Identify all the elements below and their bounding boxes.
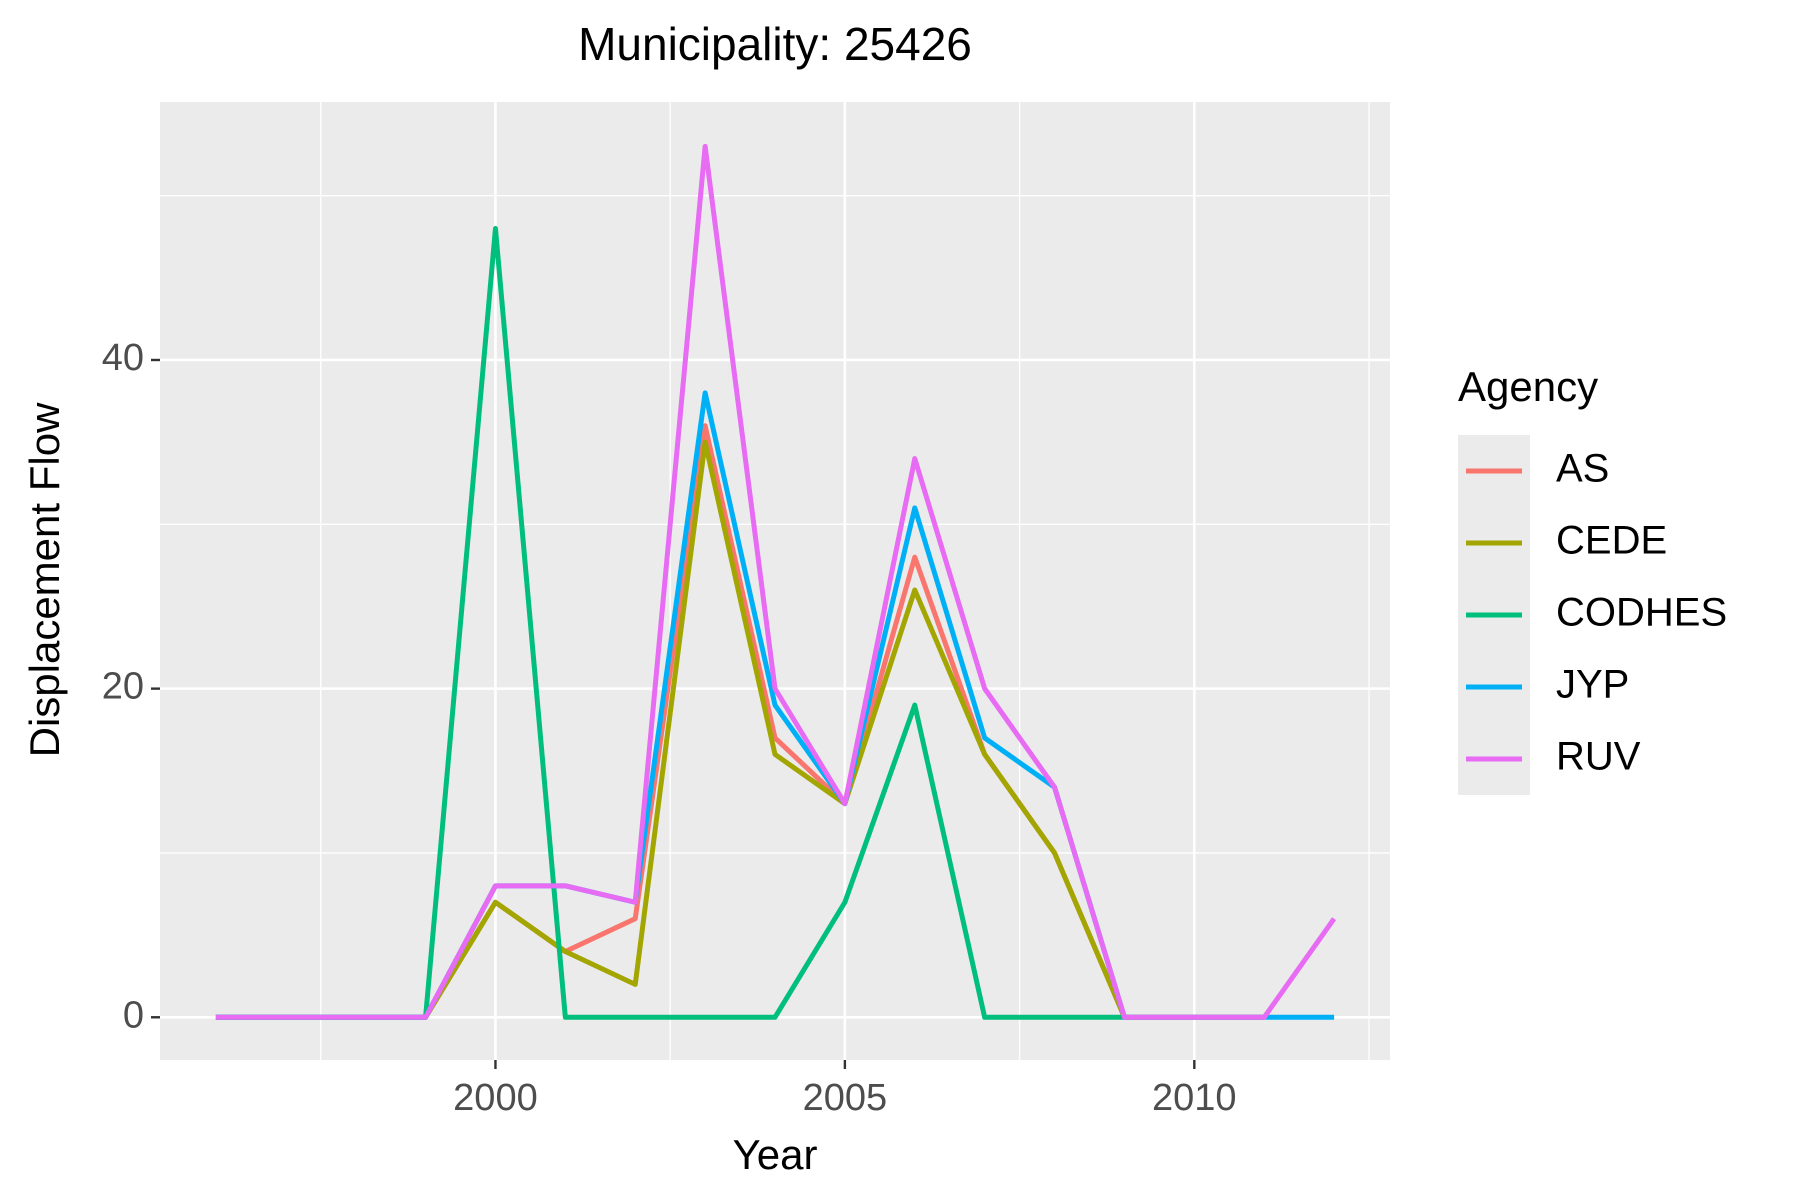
plot-panel: [160, 102, 1390, 1060]
x-tick-label: 2005: [803, 1077, 888, 1119]
x-tick-label: 2000: [453, 1077, 538, 1119]
y-tick-label: 0: [123, 994, 144, 1036]
y-tick-label: 20: [102, 666, 144, 708]
legend-label: CEDE: [1556, 519, 1667, 563]
y-axis-label: Displacement Flow: [21, 402, 68, 757]
legend-label: AS: [1556, 447, 1609, 491]
series-line: [215, 143, 1337, 1020]
legend-title: Agency: [1458, 363, 1598, 410]
y-tick-label: 40: [102, 337, 144, 379]
legend-label: JYP: [1556, 663, 1629, 707]
legend-label: CODHES: [1556, 591, 1727, 635]
legend-label: RUV: [1556, 735, 1641, 779]
x-tick-label: 2010: [1152, 1077, 1237, 1119]
chart-title: Municipality: 25426: [578, 18, 972, 70]
x-axis-label: Year: [733, 1131, 818, 1178]
